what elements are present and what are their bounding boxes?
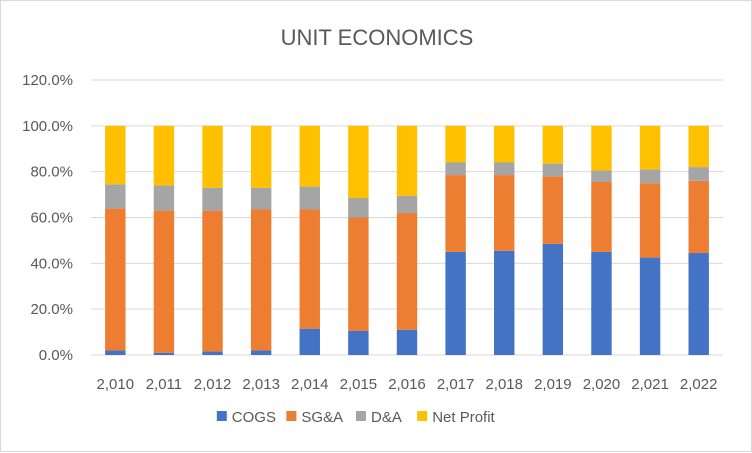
bar-segment-d-a xyxy=(105,184,126,209)
legend-swatch xyxy=(216,411,227,421)
bar-segment-net-profit xyxy=(396,125,418,196)
bar-segment-cogs xyxy=(494,250,515,355)
bar-segment-d-a xyxy=(639,169,661,184)
y-tick-label: 120.0% xyxy=(22,72,73,89)
bar-segment-cogs xyxy=(445,251,466,355)
bar-segment-sg-a xyxy=(250,209,272,351)
bar-segment-d-a xyxy=(396,195,418,213)
bar-segment-d-a xyxy=(299,186,320,210)
bar-segment-d-a xyxy=(250,187,272,210)
legend-swatch xyxy=(417,411,428,421)
bar-segment-net-profit xyxy=(445,125,466,163)
bar-segment-d-a xyxy=(542,163,564,177)
x-tick-label: 2,016 xyxy=(388,376,426,393)
bar-segment-sg-a xyxy=(348,217,369,331)
bar-segment-d-a xyxy=(591,170,612,182)
legend-label: COGS xyxy=(232,409,276,426)
bar-segment-net-profit xyxy=(105,125,126,185)
bar-segment-sg-a xyxy=(105,208,126,351)
bar-segment-net-profit xyxy=(591,125,612,171)
bar-segment-net-profit xyxy=(688,125,709,168)
legend-label: Net Profit xyxy=(432,409,495,426)
bar-segment-net-profit xyxy=(299,125,320,187)
bar-segment-d-a xyxy=(688,167,709,181)
bar-segment-cogs xyxy=(153,352,175,355)
legend: COGS SG&A D&A Net Profit xyxy=(216,409,496,426)
bar-segment-cogs xyxy=(591,251,612,355)
y-tick-label: 100.0% xyxy=(22,118,73,135)
bar-segment-net-profit xyxy=(202,125,223,188)
bar-segment-cogs xyxy=(688,253,709,355)
x-tick-label: 2,018 xyxy=(485,376,523,393)
bar-segment-net-profit xyxy=(639,125,661,170)
bar-segment-sg-a xyxy=(153,210,175,353)
bar-segment-d-a xyxy=(202,187,223,211)
bar-segment-sg-a xyxy=(591,181,612,252)
x-tick-label: 2,015 xyxy=(340,376,378,393)
x-tick-label: 2,012 xyxy=(194,376,232,393)
bar-segment-d-a xyxy=(153,185,175,211)
x-tick-label: 2,011 xyxy=(146,376,182,393)
bar-segment-net-profit xyxy=(348,125,369,199)
y-tick-label: 0.0% xyxy=(39,347,73,364)
bar-segment-sg-a xyxy=(494,175,515,251)
bar-segment-net-profit xyxy=(250,125,272,188)
bar-segment-sg-a xyxy=(202,210,223,352)
bar-segment-sg-a xyxy=(688,180,709,254)
x-tick-label: 2,020 xyxy=(583,376,621,393)
bar-segment-d-a xyxy=(494,162,515,176)
bar-segment-cogs xyxy=(299,328,320,355)
legend-swatch xyxy=(286,411,297,421)
bar-segment-net-profit xyxy=(153,125,175,186)
y-tick-label: 40.0% xyxy=(30,255,73,272)
bar-segment-sg-a xyxy=(299,209,320,329)
bar-segment-sg-a xyxy=(542,176,564,244)
bar-segment-net-profit xyxy=(494,125,515,163)
bar-segment-cogs xyxy=(639,257,661,355)
x-tick-label: 2,010 xyxy=(97,376,135,393)
stacked-bars xyxy=(105,125,709,355)
x-tick-label: 2,013 xyxy=(242,376,280,393)
x-axis-tick-labels: 2,010 2,011 2,012 2,013 2,014 2,015 2,016 2,017… xyxy=(97,376,718,393)
bar-segment-cogs xyxy=(250,350,272,355)
y-tick-label: 60.0% xyxy=(30,210,73,227)
x-tick-label: 2,021 xyxy=(631,376,669,393)
x-tick-label: 2,019 xyxy=(534,376,572,393)
y-axis-tick-labels: 0.0% 20.0% 40.0% 60.0% 80.0% 100.0% 120.0% xyxy=(22,72,73,364)
legend-label: SG&A xyxy=(301,409,343,426)
bar-segment-cogs xyxy=(396,329,418,355)
x-tick-label: 2,014 xyxy=(291,376,329,393)
y-tick-label: 80.0% xyxy=(30,164,73,181)
bar-segment-cogs xyxy=(542,243,564,355)
bar-segment-sg-a xyxy=(639,183,661,258)
x-tick-label: 2,017 xyxy=(437,376,475,393)
bar-segment-sg-a xyxy=(445,175,466,252)
bar-segment-d-a xyxy=(445,162,466,176)
x-tick-label: 2,022 xyxy=(680,376,718,393)
legend-swatch xyxy=(356,411,366,421)
bar-segment-cogs xyxy=(105,350,126,355)
bar-segment-cogs xyxy=(202,351,223,355)
bar-segment-sg-a xyxy=(396,212,418,330)
bar-segment-net-profit xyxy=(542,125,564,164)
bar-segment-cogs xyxy=(348,330,369,355)
legend-label: D&A xyxy=(371,409,402,426)
chart-title: UNIT ECONOMICS xyxy=(281,25,474,50)
y-tick-label: 20.0% xyxy=(30,301,73,318)
bar-segment-d-a xyxy=(348,198,369,218)
